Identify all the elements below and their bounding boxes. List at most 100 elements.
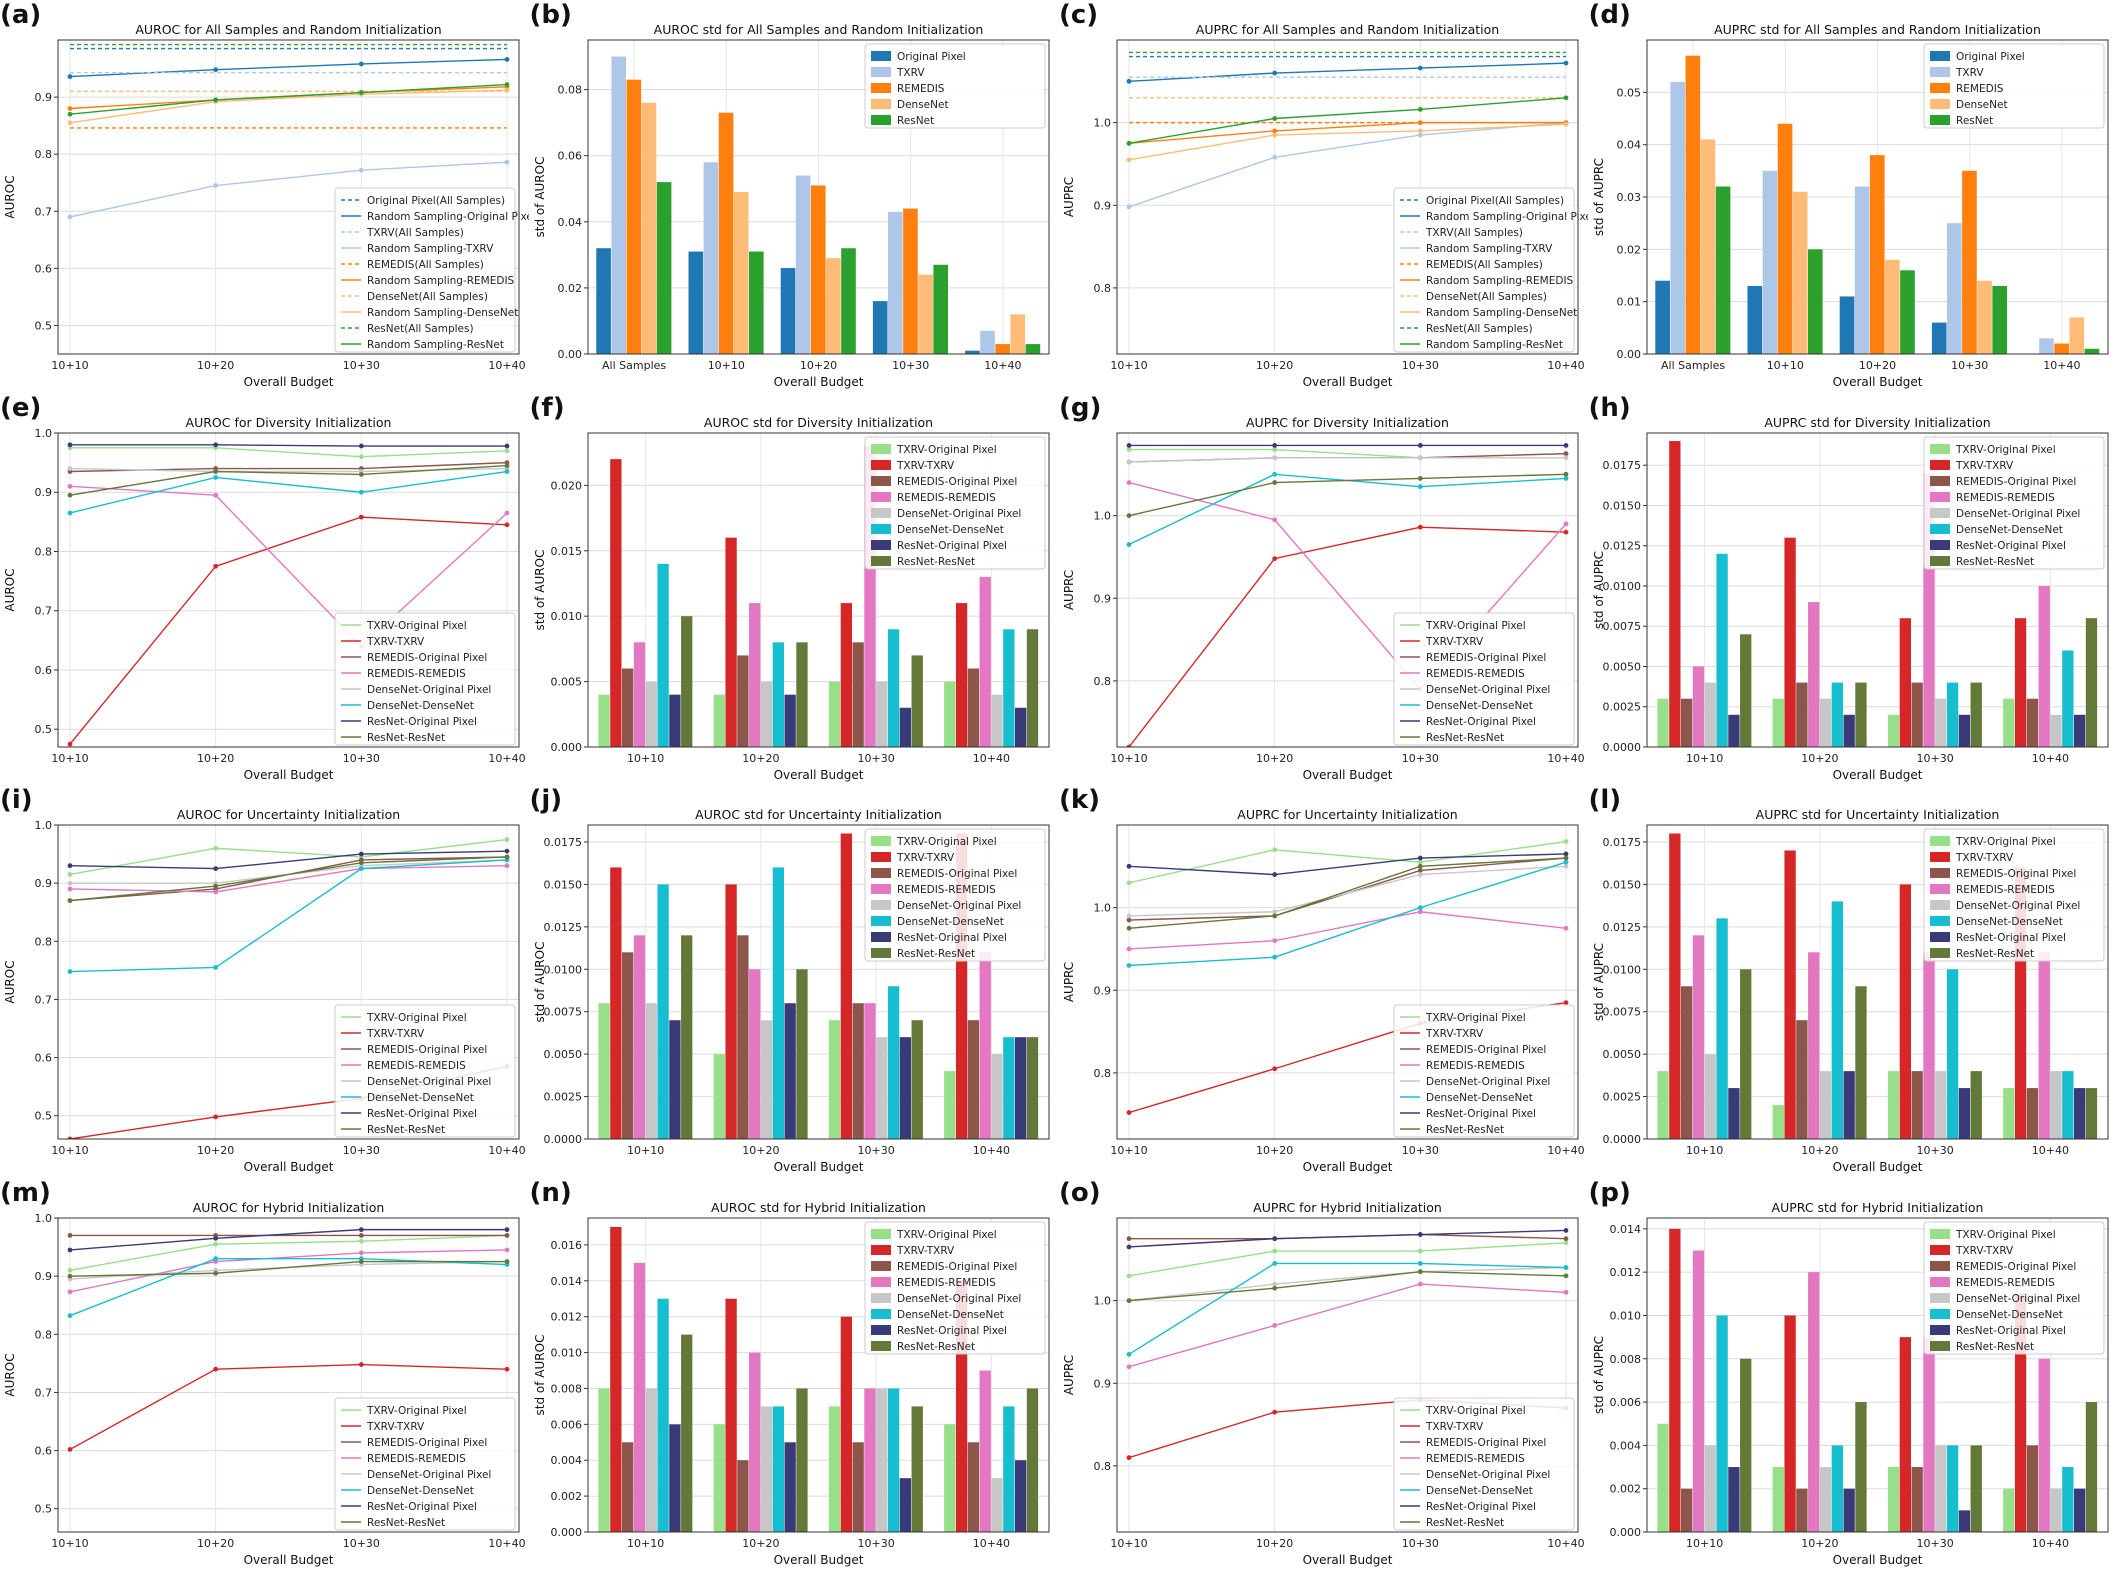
chart-title: AUROC std for Diversity Initialization: [703, 415, 932, 430]
legend-entry: Random Sampling-TXRV: [1426, 243, 1553, 255]
data-point: [67, 111, 73, 117]
x-tick-label: 10+30: [1402, 359, 1439, 372]
bar: [1854, 1402, 1867, 1533]
legend-swatch: [1929, 1341, 1950, 1352]
y-tick-label: 0.8: [35, 148, 53, 161]
chart-title: AUROC std for All Samples and Random Ini…: [653, 22, 983, 37]
chart-panel: (h) AUPRC std for Diversity Initializatio…: [1589, 393, 2118, 785]
legend-entry: Original Pixel: [897, 51, 966, 63]
legend-box: [1393, 187, 1575, 353]
bar: [687, 251, 703, 354]
bar: [1807, 249, 1823, 354]
data-point: [1417, 1232, 1423, 1238]
bar: [899, 707, 911, 747]
bar: [979, 952, 991, 1140]
chart-title: AUROC for Uncertainty Initialization: [177, 807, 400, 822]
chart-svg: AUROC std for Uncertainty Initialization…: [533, 807, 1049, 1174]
legend-entry: DenseNet-DenseNet: [367, 1485, 474, 1497]
bar: [1854, 986, 1867, 1140]
bar: [656, 563, 669, 747]
bar: [733, 192, 748, 354]
bar: [1922, 1337, 1935, 1533]
chart-panel: (k) AUPRC for Uncertainty Initialization 0…: [1059, 785, 1588, 1177]
data-point: [504, 159, 510, 165]
legend-entry: ResNet-Original Pixel: [897, 540, 1007, 552]
bar: [1807, 601, 1819, 747]
x-axis-label: Overall Budget: [1832, 1553, 1922, 1567]
legend-entry: TXRV(All Samples): [366, 227, 464, 239]
bar: [1792, 191, 1807, 354]
legend-entry: ResNet-Original Pixel: [897, 932, 1007, 944]
bar: [851, 642, 864, 747]
bar: [2073, 714, 2085, 747]
panel-label: (l): [1588, 785, 1622, 816]
bar: [760, 681, 772, 747]
bar: [863, 1003, 876, 1140]
bar: [1961, 170, 1977, 354]
y-tick-label: 0.5: [35, 1110, 53, 1123]
data-point: [504, 863, 510, 869]
legend-swatch: [1929, 507, 1950, 518]
x-tick-label: 10+40: [488, 1144, 525, 1157]
legend-box: [864, 436, 1045, 570]
bar: [680, 935, 692, 1140]
y-axis-label: std of AUPRC: [1592, 158, 1606, 236]
legend-entry: TXRV-Original Pixel: [1955, 836, 2056, 848]
series-line: [69, 1249, 508, 1293]
data-point: [1417, 524, 1423, 530]
legend-box: [1923, 1221, 2104, 1355]
series-line: [1128, 62, 1567, 83]
bar: [1976, 280, 1992, 354]
bar: [1762, 170, 1777, 354]
bar: [990, 694, 1003, 747]
bar: [979, 576, 991, 747]
legend-entry: TXRV-Original Pixel: [1425, 1405, 1526, 1417]
bar: [1795, 1020, 1808, 1140]
legend-entry: REMEDIS-Original Pixel: [1426, 1437, 1546, 1449]
bar: [1002, 628, 1015, 747]
bar: [1899, 1337, 1911, 1533]
data-point: [358, 167, 364, 173]
bar: [633, 1262, 645, 1533]
data-point: [213, 884, 219, 889]
y-tick-label: 0.014: [550, 1275, 582, 1288]
bar: [1922, 472, 1935, 747]
legend-swatch: [1929, 475, 1950, 486]
legend-entry: TXRV-Original Pixel: [896, 1229, 997, 1241]
bar: [899, 1478, 911, 1533]
bar: [932, 264, 948, 354]
bar: [1692, 1250, 1704, 1533]
bar: [1009, 314, 1025, 354]
x-tick-label: 10+20: [197, 1537, 234, 1550]
data-point: [1272, 1261, 1278, 1266]
y-axis-label: std of AUPRC: [1592, 943, 1606, 1021]
y-tick-label: 0.0000: [1602, 741, 1641, 754]
bar: [902, 208, 918, 354]
data-point: [67, 1273, 73, 1279]
y-tick-label: 0.016: [550, 1239, 582, 1252]
bar: [1958, 1510, 1970, 1533]
series-line: [70, 446, 508, 458]
chart-svg: AUPRC std for Uncertainty Initialization…: [1592, 807, 2108, 1174]
bar: [1831, 682, 1843, 747]
legend-entry: DenseNet: [897, 99, 949, 111]
y-tick-label: 0.9: [35, 878, 53, 891]
legend-swatch: [1929, 115, 1950, 125]
bar: [851, 1442, 864, 1533]
series-line: [69, 839, 508, 876]
bar: [899, 1037, 911, 1140]
legend: TXRV-Original Pixel TXRV-TXRV REMEDIS-Orig…: [1923, 436, 2104, 570]
bar: [748, 969, 760, 1140]
bar: [1680, 986, 1692, 1140]
panel-label: (n): [529, 1178, 572, 1209]
bar: [1727, 1467, 1740, 1533]
legend-entry: ResNet-ResNet: [1956, 948, 2034, 960]
y-tick-label: 0.5: [35, 319, 53, 332]
legend-entry: ResNet(All Samples): [367, 323, 474, 335]
chart-panel: (i) AUROC for Uncertainty Initialization 0…: [0, 785, 529, 1177]
x-tick-label: 10+40: [972, 1144, 1009, 1157]
y-tick-label: 0.0150: [1602, 879, 1641, 892]
legend-entry: TXRV-Original Pixel: [366, 620, 467, 632]
series-line: [1128, 123, 1567, 161]
bar: [979, 1370, 991, 1533]
